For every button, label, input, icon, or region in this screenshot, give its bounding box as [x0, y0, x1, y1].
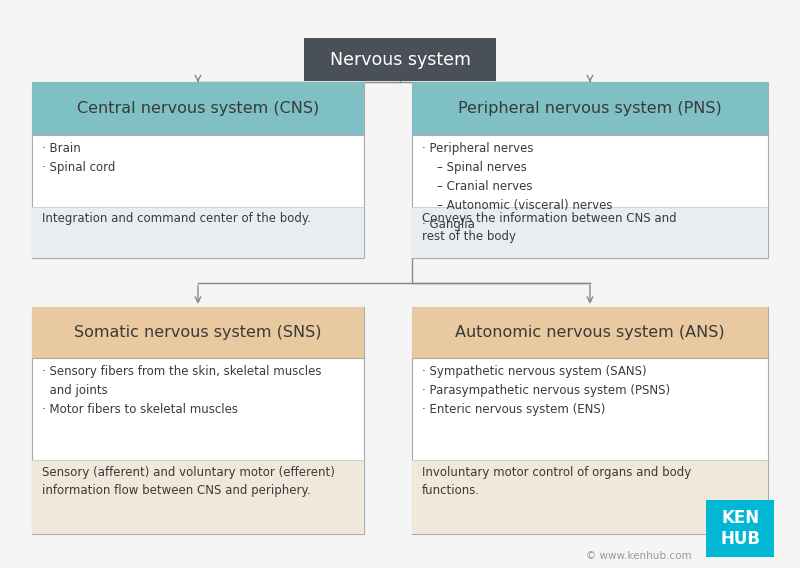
Text: · Sensory fibers from the skin, skeletal muscles
  and joints
· Motor fibers to : · Sensory fibers from the skin, skeletal…	[42, 365, 321, 416]
Bar	[32, 307, 364, 358]
Text: Involuntary motor control of organs and body
functions.: Involuntary motor control of organs and …	[422, 466, 691, 496]
Text: Sensory (afferent) and voluntary motor (efferent)
information flow between CNS a: Sensory (afferent) and voluntary motor (…	[42, 466, 334, 496]
Text: Peripheral nervous system (PNS): Peripheral nervous system (PNS)	[458, 101, 722, 116]
Bar	[412, 307, 768, 358]
Text: Central nervous system (CNS): Central nervous system (CNS)	[77, 101, 319, 116]
Bar	[412, 460, 768, 534]
Bar	[412, 82, 768, 135]
Text: · Peripheral nerves
    – Spinal nerves
    – Cranial nerves
    – Autonomic (vi: · Peripheral nerves – Spinal nerves – Cr…	[422, 142, 612, 231]
Bar	[32, 82, 364, 135]
Text: Conveys the information between CNS and
rest of the body: Conveys the information between CNS and …	[422, 212, 676, 243]
Bar	[706, 500, 774, 557]
Bar	[412, 307, 768, 534]
Text: · Brain
· Spinal cord: · Brain · Spinal cord	[42, 142, 115, 174]
Text: Autonomic nervous system (ANS): Autonomic nervous system (ANS)	[455, 325, 725, 340]
Bar	[32, 82, 364, 258]
Text: Integration and command center of the body.: Integration and command center of the bo…	[42, 212, 310, 225]
Text: KEN
HUB: KEN HUB	[720, 509, 760, 548]
Bar	[412, 82, 768, 258]
Bar	[304, 39, 496, 81]
Text: · Sympathetic nervous system (SANS)
· Parasympathetic nervous system (PSNS)
· En: · Sympathetic nervous system (SANS) · Pa…	[422, 365, 670, 416]
Text: Nervous system: Nervous system	[330, 51, 470, 69]
Text: © www.kenhub.com: © www.kenhub.com	[586, 551, 692, 561]
Bar	[32, 207, 364, 258]
Bar	[32, 307, 364, 534]
Bar	[412, 207, 768, 258]
Text: Somatic nervous system (SNS): Somatic nervous system (SNS)	[74, 325, 322, 340]
Bar	[32, 460, 364, 534]
